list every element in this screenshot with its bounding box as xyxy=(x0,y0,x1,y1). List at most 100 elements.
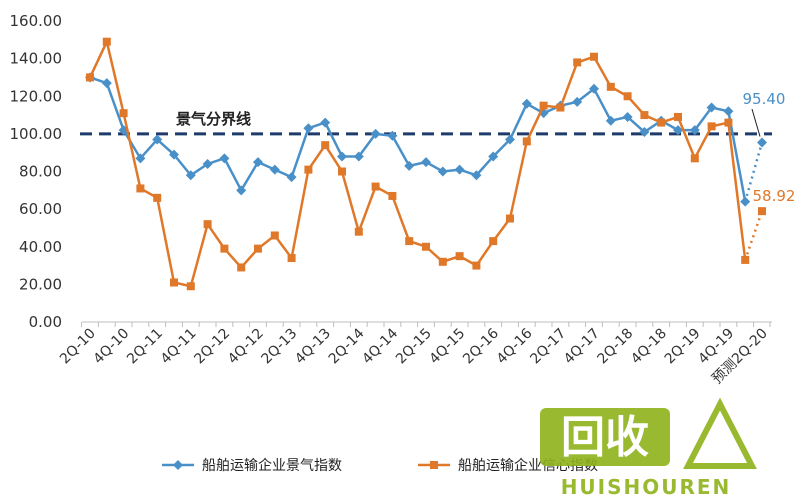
data-label-blue: 95.40 xyxy=(743,90,786,108)
data-point xyxy=(489,237,498,246)
y-tick-label: 140.00 xyxy=(10,50,63,68)
data-point xyxy=(454,164,465,175)
legend-marker xyxy=(430,461,438,469)
forecast-segment xyxy=(744,210,764,261)
y-tick-label: 160.00 xyxy=(10,12,63,30)
data-point xyxy=(758,207,766,216)
data-point xyxy=(657,118,666,127)
forecast-segment xyxy=(743,142,764,202)
data-point xyxy=(353,151,364,162)
threshold-label: 景气分界线 xyxy=(176,110,251,128)
data-point xyxy=(119,109,128,118)
data-point xyxy=(202,158,213,169)
data-point xyxy=(741,255,750,264)
data-point xyxy=(170,278,178,287)
series-0 xyxy=(85,72,767,207)
y-tick-label: 100.00 xyxy=(10,125,63,143)
series-line xyxy=(88,37,747,288)
data-point xyxy=(153,193,162,202)
x-tick-label: 2Q-15 xyxy=(393,326,435,368)
data-point xyxy=(388,191,397,200)
data-point xyxy=(237,263,246,272)
data-point xyxy=(236,185,247,196)
x-tick-label: 2Q-12 xyxy=(191,326,233,368)
data-point xyxy=(303,123,314,134)
data-point xyxy=(488,151,499,162)
data-point xyxy=(185,170,196,181)
data-point xyxy=(118,125,129,136)
legend-marker xyxy=(173,460,183,470)
x-tick-label: 2Q-18 xyxy=(595,326,637,368)
data-point xyxy=(387,130,398,141)
x-axis-ticks: 2Q-104Q-102Q-114Q-112Q-124Q-122Q-134Q-13… xyxy=(57,322,771,387)
data-point xyxy=(203,220,212,229)
x-tick-label: 2Q-19 xyxy=(662,326,704,368)
data-point xyxy=(269,164,280,175)
data-point xyxy=(186,282,195,291)
x-tick-label: 4Q-16 xyxy=(494,325,536,367)
data-point xyxy=(86,73,94,82)
data-point xyxy=(136,184,145,193)
y-tick-label: 20.00 xyxy=(19,275,62,293)
data-point xyxy=(674,112,682,121)
data-point xyxy=(304,165,313,174)
data-point xyxy=(589,83,599,94)
data-point xyxy=(556,103,565,112)
annotation-arrow xyxy=(751,108,761,137)
data-point xyxy=(320,117,331,128)
data-point xyxy=(321,141,330,150)
data-point xyxy=(169,149,179,160)
data-point xyxy=(673,125,683,136)
x-tick-label: 2Q-14 xyxy=(326,325,368,367)
data-point xyxy=(338,167,346,176)
data-point xyxy=(539,101,548,110)
watermark-badge xyxy=(540,408,670,466)
data-point xyxy=(286,172,297,183)
x-tick-label: 4Q-12 xyxy=(225,326,267,368)
data-point xyxy=(590,52,598,61)
data-point xyxy=(455,252,464,261)
data-point xyxy=(152,134,163,145)
data-point xyxy=(422,242,430,251)
data-point xyxy=(270,231,279,240)
data-point xyxy=(640,111,649,120)
data-point xyxy=(521,98,532,109)
data-point xyxy=(639,126,650,137)
y-tick-label: 80.00 xyxy=(19,163,62,181)
data-point xyxy=(740,196,751,207)
y-axis-ticks: 0.00 20.00 40.00 60.00 80.00 100.00 120.00 140.… xyxy=(10,12,63,331)
data-point xyxy=(437,166,448,177)
x-tick-label: 4Q-14 xyxy=(359,325,401,367)
data-label-orange: 58.92 xyxy=(753,187,796,205)
y-tick-label: 40.00 xyxy=(19,238,62,256)
watermark-subtext: HUISHOUREN xyxy=(561,475,732,499)
data-point xyxy=(723,106,734,117)
series-1 xyxy=(86,37,766,291)
data-point xyxy=(706,102,717,113)
data-point xyxy=(690,154,699,163)
data-point xyxy=(689,125,700,136)
data-point xyxy=(405,237,414,246)
data-point xyxy=(219,153,230,164)
x-tick-label: 4Q-17 xyxy=(561,326,603,368)
data-point xyxy=(605,115,616,126)
x-tick-label: 4Q-13 xyxy=(292,326,334,368)
series-layer xyxy=(85,37,767,291)
data-point xyxy=(404,160,415,171)
data-point xyxy=(101,78,112,89)
data-point xyxy=(707,122,716,131)
data-point xyxy=(606,82,615,91)
data-point xyxy=(287,254,296,263)
x-tick-label: 2Q-11 xyxy=(124,326,166,368)
data-point xyxy=(472,261,481,270)
legend-label: 船舶运输企业景气指数 xyxy=(202,457,342,474)
data-point xyxy=(254,244,262,253)
data-point xyxy=(253,157,263,168)
data-point xyxy=(572,96,583,107)
legend: 船舶运输企业景气指数 船舶运输企业信心指数 xyxy=(162,457,598,474)
y-tick-label: 120.00 xyxy=(10,87,63,105)
x-tick-label: 2Q-13 xyxy=(259,326,301,368)
x-tick-label: 4Q-18 xyxy=(628,326,670,368)
x-tick-label: 2Q-17 xyxy=(527,326,569,368)
data-point xyxy=(505,134,515,145)
